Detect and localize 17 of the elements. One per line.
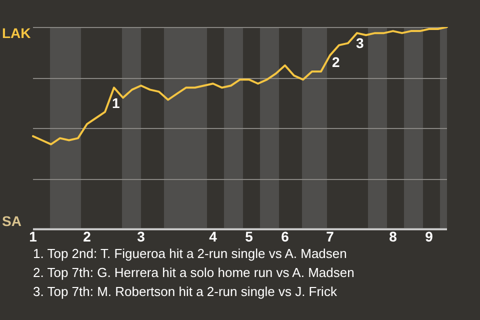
annotation: 1 [112, 94, 120, 111]
text: 2. Top 7th: G. Herrera hit a solo home run vs A. Madsen [33, 264, 354, 282]
text: 1. Top 2nd: T. Figueroa hit a 2-run single vs A. Madsen [33, 245, 348, 263]
x-tick-label: 9 [425, 228, 434, 244]
x-tick-label: 7 [326, 228, 334, 244]
x-tick-label: 5 [245, 228, 254, 244]
text: LAK [2, 24, 31, 41]
text: SA [2, 213, 22, 230]
x-tick-label: 4 [209, 228, 218, 244]
x-tick-label: 8 [389, 228, 398, 244]
annotation: 3 [356, 34, 364, 51]
x-tick-label: 2 [83, 228, 92, 244]
annotation: 2 [332, 54, 340, 70]
x-tick-label: 6 [281, 228, 290, 244]
x-tick-label: 1 [29, 228, 38, 244]
text: 3. Top 7th: M. Robertson hit a 2-run single vs J. Frick [33, 283, 338, 301]
x-tick-label: 3 [137, 228, 146, 244]
